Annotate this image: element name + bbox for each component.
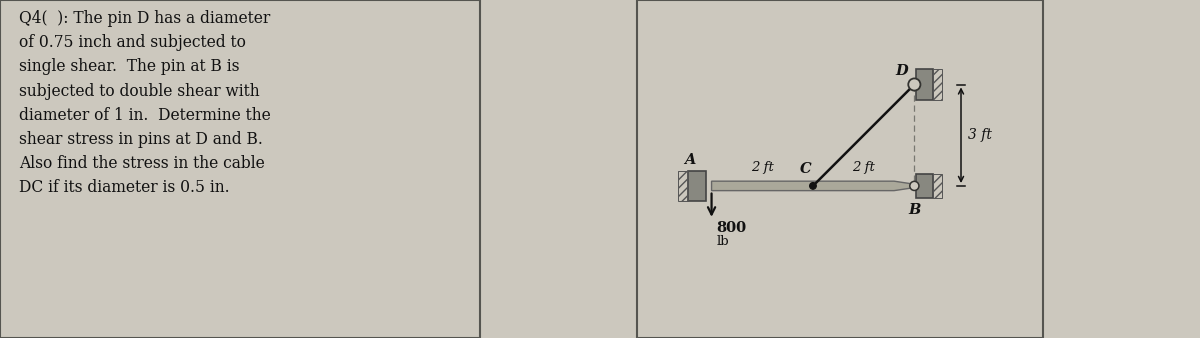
Text: 2 ft: 2 ft: [751, 161, 774, 174]
Bar: [637, 0, 1043, 338]
Text: D: D: [895, 65, 908, 78]
Bar: [932, 174, 942, 198]
Text: 3 ft: 3 ft: [968, 128, 992, 142]
Circle shape: [910, 181, 919, 190]
Text: A: A: [684, 153, 695, 167]
Text: lb: lb: [716, 235, 730, 248]
Text: 2 ft: 2 ft: [852, 161, 875, 174]
Bar: [916, 69, 932, 100]
Text: 800: 800: [716, 221, 746, 235]
Text: B: B: [908, 203, 920, 217]
Bar: [678, 171, 688, 201]
Bar: [932, 69, 942, 100]
Bar: [916, 174, 932, 198]
Circle shape: [810, 183, 816, 189]
Text: Q4(  ): The pin D has a diameter
of 0.75 inch and subjected to
single shear.  Th: Q4( ): The pin D has a diameter of 0.75 …: [19, 10, 271, 196]
Polygon shape: [712, 181, 914, 191]
Text: C: C: [799, 162, 811, 176]
Circle shape: [908, 78, 920, 91]
Bar: [688, 171, 707, 201]
